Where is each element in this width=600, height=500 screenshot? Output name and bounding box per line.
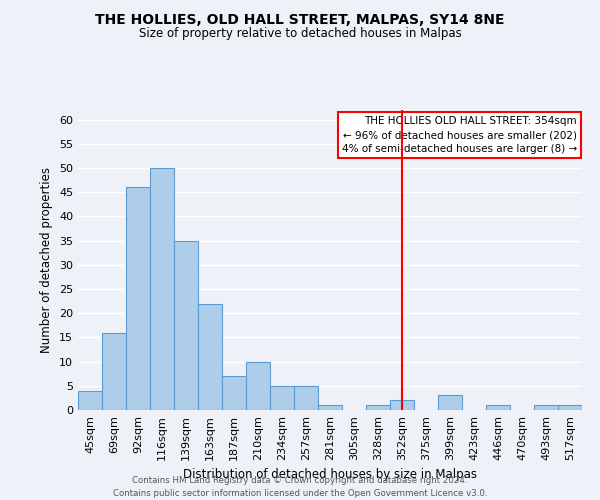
Bar (126, 188, 150, 410)
Bar (246, 362, 270, 410)
Bar (318, 405, 342, 410)
Bar (366, 405, 390, 410)
Bar (150, 168, 174, 410)
Bar (294, 386, 318, 410)
Bar (174, 240, 198, 410)
Bar (486, 405, 510, 410)
Bar (102, 332, 126, 410)
Bar (390, 400, 414, 410)
Bar (222, 376, 246, 410)
Text: Size of property relative to detached houses in Malpas: Size of property relative to detached ho… (139, 28, 461, 40)
Bar (438, 396, 462, 410)
Bar (558, 405, 582, 410)
Text: THE HOLLIES, OLD HALL STREET, MALPAS, SY14 8NE: THE HOLLIES, OLD HALL STREET, MALPAS, SY… (95, 12, 505, 26)
Bar (78, 390, 102, 410)
Text: Contains HM Land Registry data © Crown copyright and database right 2024.
Contai: Contains HM Land Registry data © Crown c… (113, 476, 487, 498)
Bar (534, 405, 558, 410)
X-axis label: Distribution of detached houses by size in Malpas: Distribution of detached houses by size … (183, 468, 477, 481)
Y-axis label: Number of detached properties: Number of detached properties (40, 167, 53, 353)
Bar (198, 304, 222, 410)
Text: THE HOLLIES OLD HALL STREET: 354sqm
← 96% of detached houses are smaller (202)
4: THE HOLLIES OLD HALL STREET: 354sqm ← 96… (342, 116, 577, 154)
Bar (270, 386, 294, 410)
